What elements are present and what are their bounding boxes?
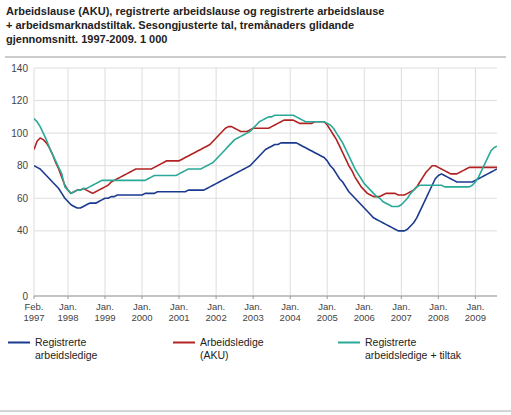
y-grid-line bbox=[34, 296, 497, 297]
x-grid-line bbox=[438, 68, 439, 296]
y-grid-line bbox=[34, 100, 497, 101]
x-grid-line bbox=[327, 68, 328, 296]
y-tick-label: 100 bbox=[11, 128, 28, 139]
x-grid-line bbox=[179, 68, 180, 296]
x-tick-label: Jan.2002 bbox=[206, 301, 227, 323]
x-tick-label: Jan.1999 bbox=[94, 301, 115, 323]
y-tick-label: 80 bbox=[17, 160, 29, 171]
axes: 0 40 60 80 100 120 140 Feb.1997 Jan.1998 Jan.1999… bbox=[11, 63, 497, 324]
x-tick-label: Jan.2001 bbox=[169, 301, 190, 323]
chart: Arbeidslause (AKU), registrerte arbeidsl… bbox=[0, 0, 511, 415]
separator bbox=[0, 411, 511, 412]
x-grid-line bbox=[401, 68, 402, 296]
x-tick-label: Jan.2009 bbox=[465, 301, 486, 323]
x-tick-label: Jan.2004 bbox=[280, 301, 301, 323]
y-grid-line bbox=[34, 68, 497, 69]
legend-label: Arbeidsledige(AKU) bbox=[200, 336, 264, 361]
x-grid-line bbox=[290, 68, 291, 296]
line-series bbox=[34, 115, 497, 206]
x-tick-label: Jan.1998 bbox=[57, 301, 78, 323]
y-tick-label: 140 bbox=[11, 63, 28, 74]
x-tick-label: Jan.2003 bbox=[243, 301, 264, 323]
x-tick-label: Jan.2000 bbox=[131, 301, 152, 323]
legend: Registrertearbeidsledige Arbeidsledige(AK… bbox=[8, 336, 462, 361]
grid bbox=[34, 68, 497, 296]
y-tick-label: 40 bbox=[17, 225, 29, 236]
x-tick-label: Jan.2006 bbox=[354, 301, 375, 323]
y-grid-line bbox=[34, 165, 497, 166]
y-grid-line bbox=[34, 230, 497, 231]
legend-label: Registrertearbeidsledige + tiltak bbox=[365, 336, 462, 361]
legend-label: Registrertearbeidsledige bbox=[35, 336, 98, 361]
x-tick-label: Jan.2005 bbox=[317, 301, 338, 323]
y-tick-label: 0 bbox=[22, 291, 28, 302]
y-grid-line bbox=[34, 133, 497, 134]
x-tick-label: Jan.2008 bbox=[428, 301, 449, 323]
x-grid-line bbox=[142, 68, 143, 296]
x-grid-line bbox=[104, 68, 105, 296]
separator bbox=[5, 57, 506, 58]
x-grid-line bbox=[216, 68, 217, 296]
x-axis-line bbox=[34, 296, 497, 297]
legend-swatch bbox=[338, 342, 360, 344]
legend-swatch bbox=[8, 342, 30, 344]
x-tick-label: Feb.1997 bbox=[23, 301, 44, 323]
x-grid-line bbox=[253, 68, 254, 296]
y-tick-label: 60 bbox=[17, 193, 29, 204]
x-grid-line bbox=[34, 68, 35, 296]
x-tick-label: Jan.2007 bbox=[391, 301, 412, 323]
legend-swatch bbox=[173, 342, 195, 344]
plot-area bbox=[34, 115, 497, 231]
title: Arbeidslause (AKU), registrerte arbeidsl… bbox=[6, 5, 384, 45]
y-tick-label: 120 bbox=[11, 95, 28, 106]
x-grid-line bbox=[67, 68, 68, 296]
